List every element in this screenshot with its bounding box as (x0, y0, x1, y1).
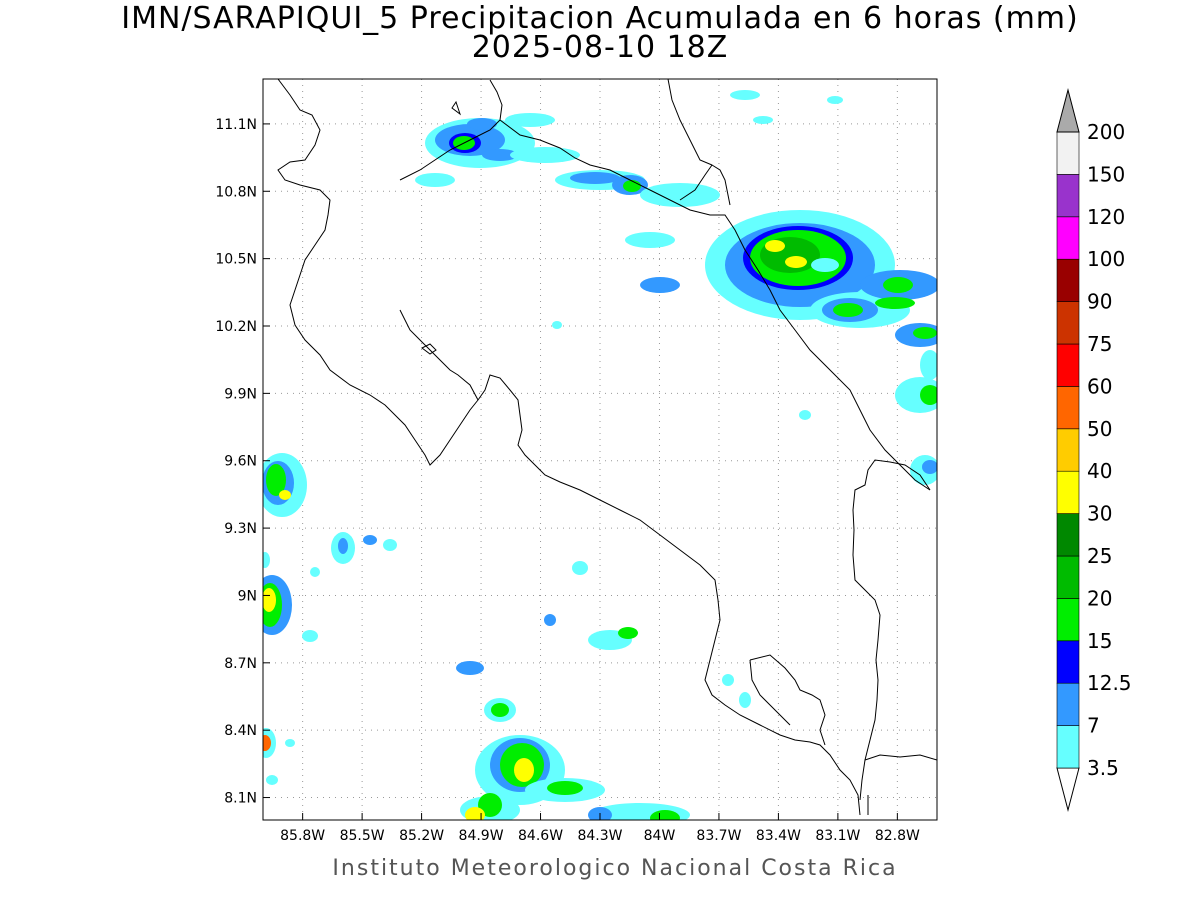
colorbar-level-label: 75 (1087, 332, 1112, 356)
tick-label-lon: 85.8W (280, 828, 325, 844)
colorbar-segment (1056, 386, 1080, 430)
coastline (277, 79, 937, 816)
colorbar-segment (1056, 428, 1080, 472)
colorbar-upper-arrow (1056, 88, 1080, 133)
colorbar-level-label: 30 (1087, 502, 1112, 526)
tick-label-lat: 10.5N (215, 252, 257, 268)
footer-credit: Instituto Meteorologico Nacional Costa R… (332, 856, 898, 881)
colorbar-segment (1056, 470, 1080, 514)
tick-label-lat: 11.1N (215, 117, 257, 133)
tick-label-lat: 9N (238, 588, 257, 604)
longitude-axis: 85.8W 85.5W 85.2W 84.9W 84.6W 84.3W 84W 83.7W 83… (280, 813, 920, 844)
tick-label-lat: 8.7N (224, 656, 257, 672)
tick-label-lon: 85.5W (340, 828, 385, 844)
tick-label-lon: 83.1W (815, 828, 860, 844)
colorbar-level-label: 150 (1087, 162, 1125, 186)
colorbar-segment (1056, 725, 1080, 769)
colorbar-segment (1056, 555, 1080, 599)
tick-label-lon: 83.4W (756, 828, 801, 844)
tick-label-lat: 9.6N (224, 454, 257, 470)
colorbar-level-label: 3.5 (1087, 756, 1119, 780)
tick-label-lat: 10.8N (215, 184, 257, 200)
tick-label-lat: 10.2N (215, 319, 257, 335)
colorbar-segment (1056, 216, 1080, 260)
colorbar-segment (1056, 598, 1080, 642)
tick-label-lon: 83.7W (696, 828, 741, 844)
colorbar-level-label: 40 (1087, 459, 1112, 483)
tick-label-lat: 8.4N (224, 723, 257, 739)
colorbar-level-label: 100 (1087, 247, 1125, 271)
precipitation-field (263, 90, 937, 820)
colorbar-segment (1056, 258, 1080, 302)
map-title: IMN/SARAPIQUI_5 Precipitacion Acumulada … (121, 1, 1079, 36)
colorbar-legend: 3.5 7 12.5 15 20 25 30 40 50 60 75 90 100 120 150 200 (1056, 88, 1132, 812)
tick-label-lon: 84.3W (577, 828, 622, 844)
tick-label-lon: 84.6W (518, 828, 563, 844)
tick-label-lon: 84.9W (459, 828, 504, 844)
precip-cluster-north (415, 90, 843, 207)
tick-label-lon: 85.2W (399, 828, 444, 844)
colorbar-segment (1056, 513, 1080, 557)
colorbar-segment (1056, 131, 1080, 175)
colorbar-level-label: 25 (1087, 544, 1112, 568)
colorbar-level-label: 120 (1087, 205, 1125, 229)
map-subtitle-date: 2025-08-10 18Z (471, 30, 729, 65)
colorbar-level-label: 20 (1087, 586, 1112, 610)
map-frame (262, 78, 938, 821)
tick-label-lat: 8.1N (224, 791, 257, 807)
tick-label-lon: 84W (644, 828, 676, 844)
tick-label-lat: 9.9N (224, 386, 257, 402)
tick-label-lon: 82.8W (875, 828, 920, 844)
colorbar-level-label: 12.5 (1087, 671, 1132, 695)
colorbar-level-label: 7 (1087, 714, 1100, 738)
colorbar-segment (1056, 682, 1080, 726)
colorbar-level-label: 60 (1087, 374, 1112, 398)
colorbar-segment (1056, 174, 1080, 218)
lat-lon-grid (263, 79, 937, 820)
colorbar-level-label: 50 (1087, 417, 1112, 441)
latitude-axis: 11.1N 10.8N 10.5N 10.2N 9.9N 9.6N 9.3N 9N 8.7N 8.… (215, 117, 270, 807)
colorbar-lower-arrow (1056, 767, 1080, 812)
colorbar-level-label: 90 (1087, 290, 1112, 314)
colorbar-level-label: 15 (1087, 629, 1112, 653)
colorbar-segment (1056, 301, 1080, 345)
precip-cluster-south (460, 698, 690, 820)
colorbar-segment (1056, 343, 1080, 387)
colorbar-segment (1056, 640, 1080, 684)
precip-cluster-west (263, 453, 751, 785)
tick-label-lat: 9.3N (224, 521, 257, 537)
colorbar-level-label: 200 (1087, 120, 1125, 144)
precip-cluster-northeast (552, 210, 937, 485)
